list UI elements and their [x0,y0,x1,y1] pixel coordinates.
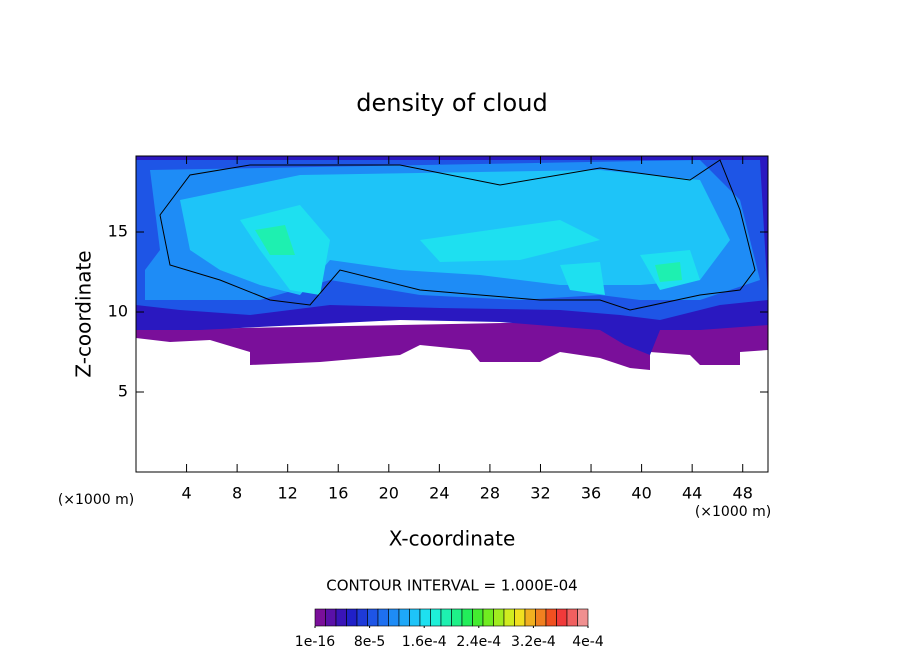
colorbar-tick-label: 3.2e-4 [511,634,556,650]
colorbar-tick-label: 1e-16 [295,634,335,650]
x-tick-label: 48 [733,484,753,503]
x-tick-label: 40 [631,484,651,503]
colorbar-swatch [367,608,379,627]
colorbar-swatch [440,608,452,627]
colorbar-swatch [556,608,568,627]
cloud-cyan [240,205,700,295]
x-axis-label: X-coordinate [389,527,516,551]
colorbar-swatch [577,608,589,627]
x-tick-label: 24 [429,484,449,503]
colorbar-swatch [356,608,368,627]
colorbar-swatch [346,608,358,627]
colorbar-swatch [398,608,410,627]
colorbar-tick-label: 1.6e-4 [402,634,447,650]
colorbar-tick-label: 8e-5 [354,634,385,650]
chart-title: density of cloud [356,89,547,117]
colorbar-swatch [377,608,389,627]
cloud-field [136,156,768,370]
colorbar-swatch [503,608,515,627]
colorbar-swatch [335,608,347,627]
colorbar-swatch [524,608,536,627]
x-tick-label: 20 [379,484,399,503]
x-tick-label: 44 [682,484,702,503]
colorbar-swatch [325,608,337,627]
x-tick-label: 36 [581,484,601,503]
colorbar-swatch [566,608,578,627]
colorbar-swatch [430,608,442,627]
plot-frame [135,155,769,473]
x-tick-label: 8 [232,484,242,503]
x-tick-label: 28 [480,484,500,503]
colorbar-tick-label: 4e-4 [572,634,604,650]
colorbar-swatch [314,608,326,627]
x-tick-label: 16 [328,484,348,503]
x-tick-label: 12 [278,484,298,503]
colorbar-swatch [451,608,463,627]
colorbar-swatch [461,608,473,627]
colorbar-swatch [388,608,400,627]
colorbar-swatch [472,608,484,627]
x-unit: (×1000 m) [58,492,134,508]
contour-line [159,159,756,311]
colorbar-swatch [514,608,526,627]
colorbar-swatch [493,608,505,627]
colorbar-swatch [482,608,494,627]
colorbar-swatch [535,608,547,627]
y-tick-label: 5 [118,382,128,401]
y-tick-label: 15 [108,222,128,241]
colorbar-tick-label: 2.4e-4 [456,634,501,650]
x-tick-label: 4 [181,484,191,503]
x-tick-label: 32 [530,484,550,503]
contour-interval: CONTOUR INTERVAL = 1.000E-04 [326,577,577,595]
colorbar-swatch [419,608,431,627]
colorbar-swatch [409,608,421,627]
y-unit: (×1000 m) [695,504,771,520]
colorbar-swatch [545,608,557,627]
y-axis-label: Z-coordinate [72,250,96,377]
y-tick-label: 10 [108,302,128,321]
